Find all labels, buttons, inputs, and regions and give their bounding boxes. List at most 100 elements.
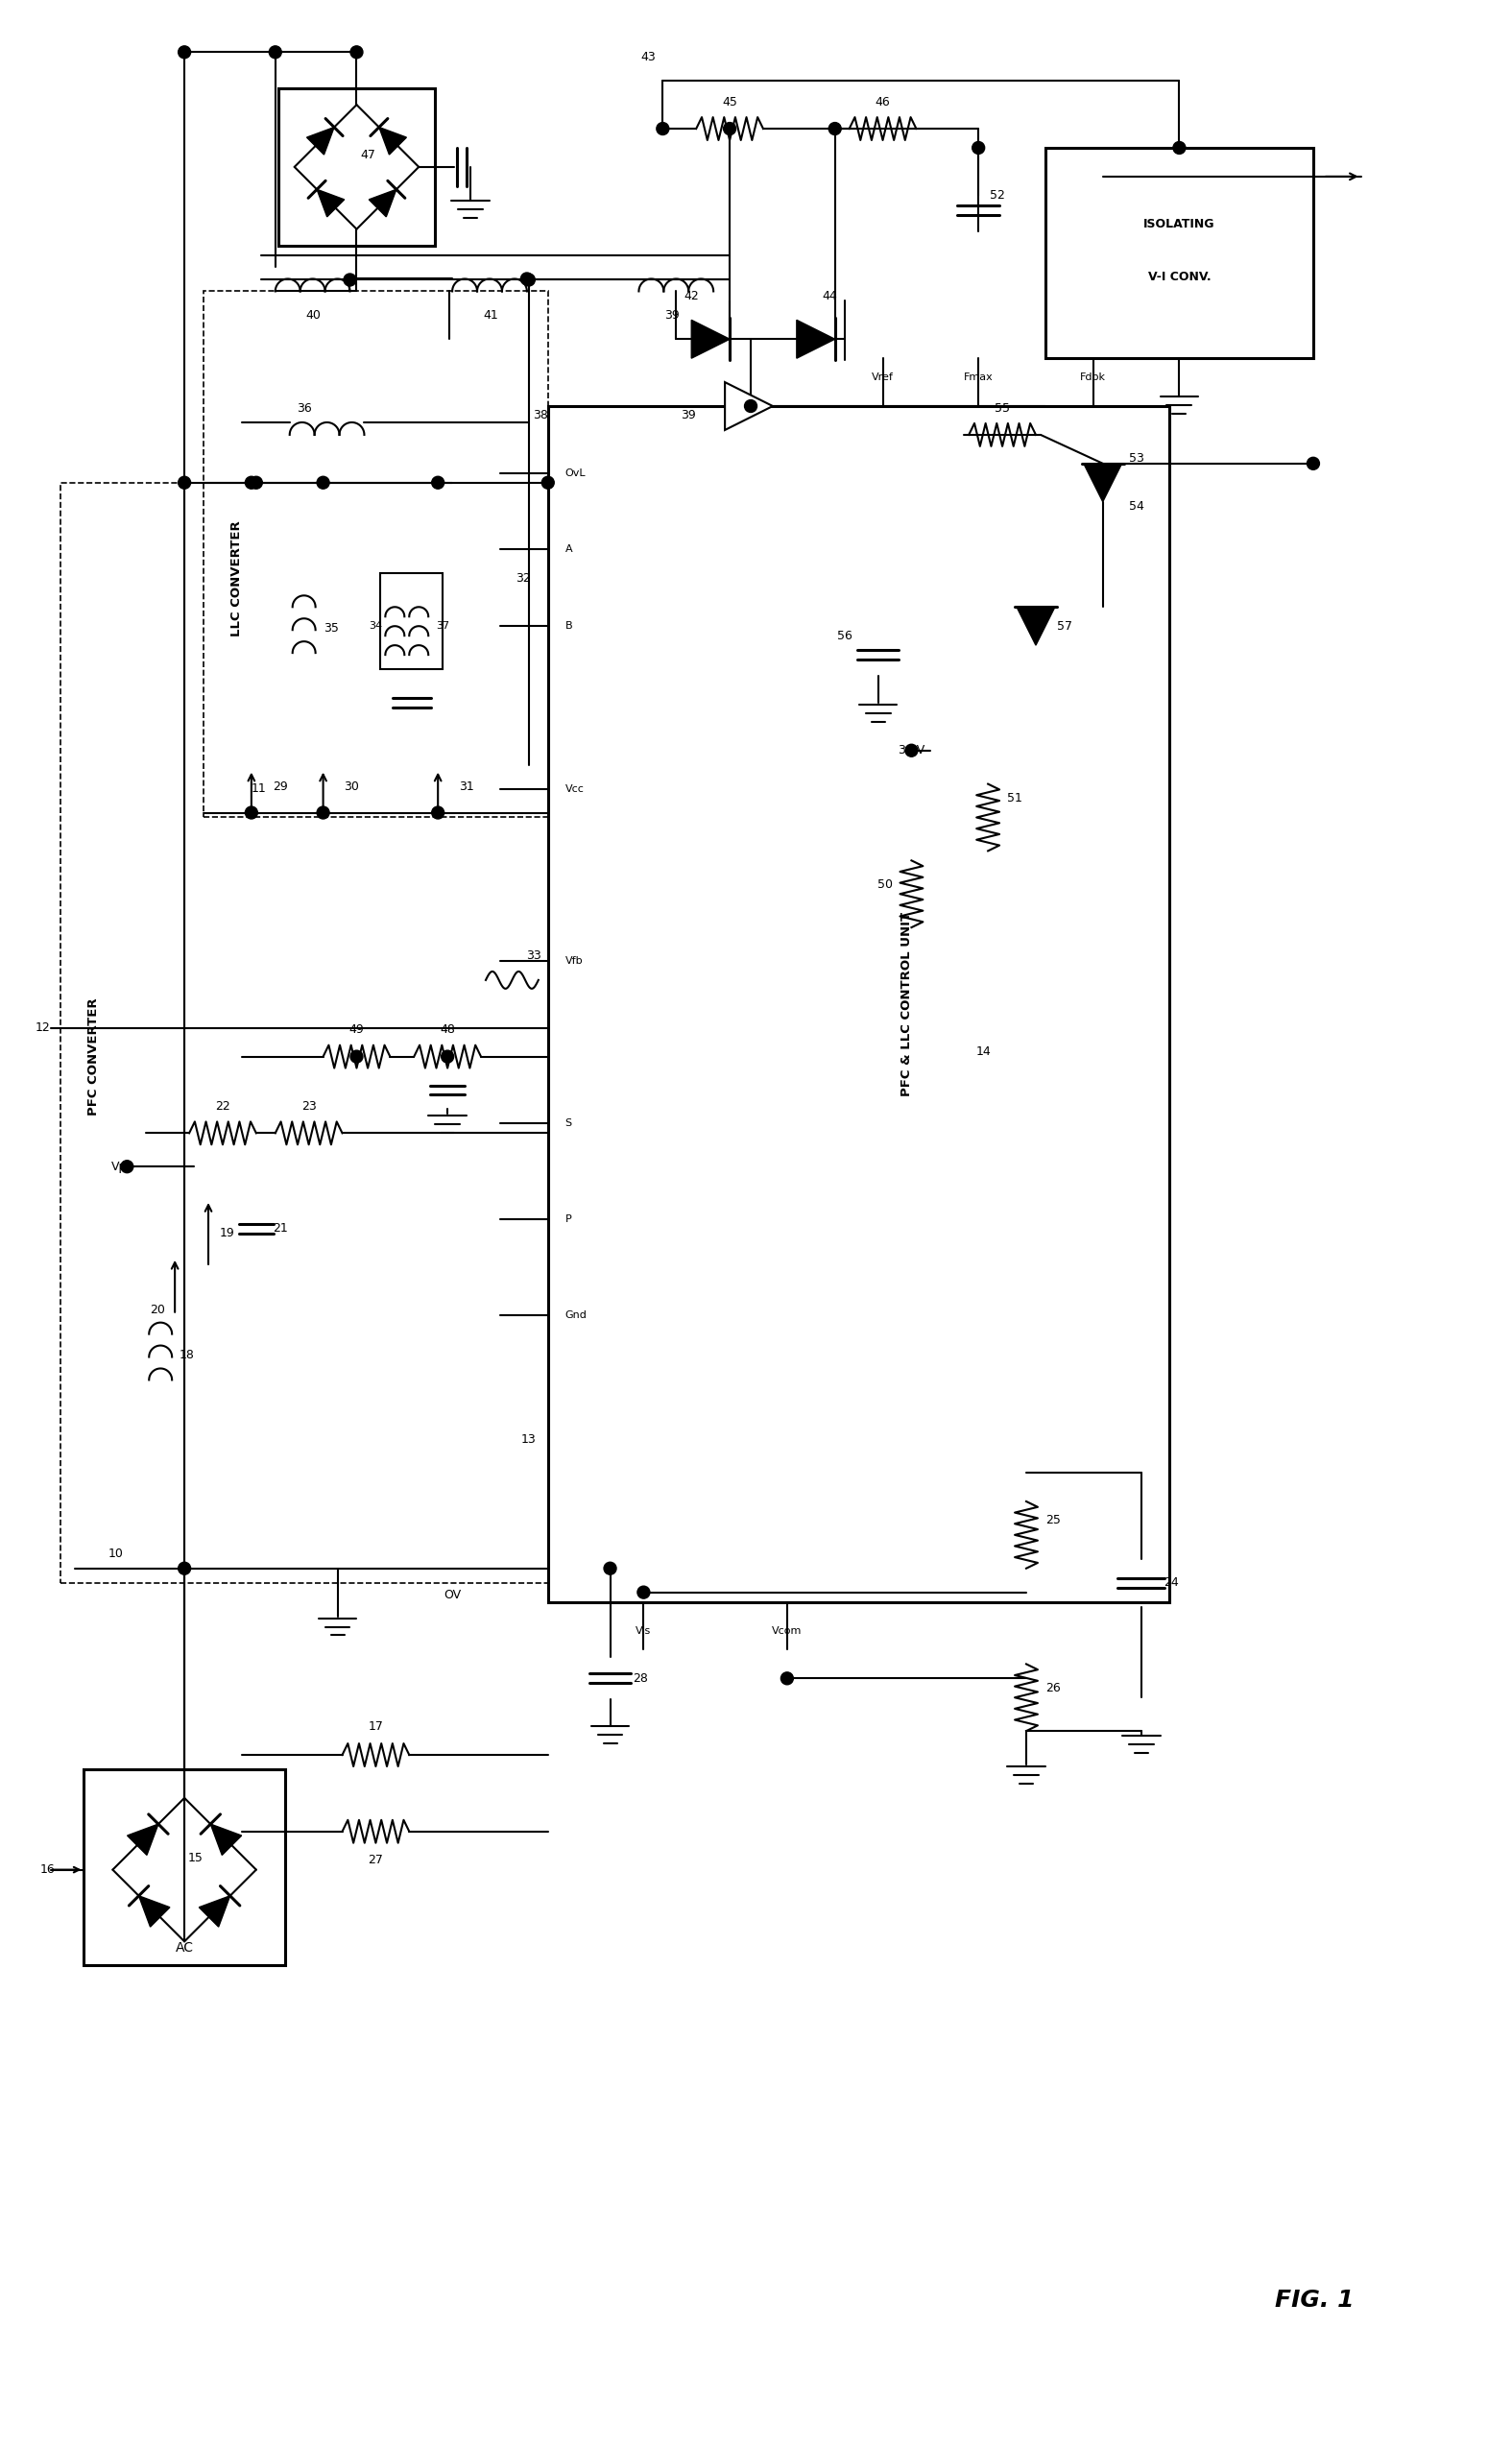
Text: 3.3V: 3.3V (898, 744, 925, 756)
Bar (60, 482, 547, 1584)
Circle shape (343, 274, 357, 286)
Text: 18: 18 (180, 1349, 195, 1361)
Circle shape (603, 1562, 617, 1574)
Text: 40: 40 (305, 308, 321, 321)
Text: 45: 45 (723, 95, 738, 108)
Bar (278, 88, 435, 245)
Text: 35: 35 (324, 622, 339, 634)
Polygon shape (1084, 463, 1122, 502)
Text: 14: 14 (975, 1045, 990, 1058)
Text: 48: 48 (440, 1023, 455, 1036)
Circle shape (1306, 458, 1320, 470)
Text: Vfb: Vfb (565, 957, 584, 965)
Text: 39: 39 (680, 409, 696, 421)
Bar (381, 573, 443, 668)
Text: A: A (565, 546, 573, 553)
Text: 36: 36 (296, 401, 311, 414)
Bar (547, 406, 1170, 1601)
Text: Vref: Vref (872, 372, 894, 382)
Text: 13: 13 (522, 1432, 537, 1444)
Circle shape (269, 47, 281, 59)
Text: 57: 57 (1057, 619, 1072, 632)
Circle shape (442, 1050, 454, 1062)
Text: 44: 44 (823, 289, 838, 301)
Text: Fmax: Fmax (963, 372, 993, 382)
Text: 15: 15 (189, 1853, 204, 1865)
Circle shape (351, 1050, 363, 1062)
Polygon shape (318, 188, 345, 218)
Circle shape (432, 805, 445, 820)
Text: 56: 56 (836, 629, 853, 641)
Text: 16: 16 (41, 1863, 56, 1875)
Circle shape (829, 122, 841, 135)
Text: 46: 46 (875, 95, 891, 108)
Circle shape (178, 47, 191, 59)
Polygon shape (691, 321, 730, 357)
Polygon shape (797, 321, 835, 357)
Text: 29: 29 (272, 781, 287, 793)
Text: OV: OV (443, 1589, 461, 1601)
Circle shape (780, 1672, 794, 1684)
Bar (85, 1770, 284, 1966)
Text: 47: 47 (360, 149, 375, 162)
Text: AC: AC (175, 1941, 194, 1956)
Text: P: P (565, 1214, 572, 1224)
Circle shape (245, 805, 257, 820)
Text: 38: 38 (532, 409, 547, 421)
Circle shape (318, 805, 330, 820)
Circle shape (318, 477, 330, 490)
Text: 55: 55 (995, 401, 1010, 414)
Text: 23: 23 (301, 1099, 316, 1111)
Text: PFC CONVERTER: PFC CONVERTER (88, 999, 100, 1116)
Polygon shape (369, 188, 396, 218)
Text: 53: 53 (1128, 453, 1145, 465)
Text: B: B (565, 622, 573, 632)
Circle shape (178, 477, 191, 490)
Text: 42: 42 (683, 289, 699, 301)
Circle shape (245, 477, 257, 490)
Circle shape (432, 477, 445, 490)
Bar (204, 291, 547, 818)
Circle shape (523, 274, 535, 286)
Text: 34: 34 (369, 622, 383, 632)
Text: FIG. 1: FIG. 1 (1275, 2289, 1355, 2311)
Polygon shape (307, 127, 334, 154)
Text: 28: 28 (634, 1672, 649, 1684)
Text: 17: 17 (367, 1721, 384, 1733)
Text: 12: 12 (35, 1021, 50, 1033)
Bar (1045, 147, 1314, 357)
Text: 30: 30 (345, 781, 360, 793)
Circle shape (744, 399, 758, 411)
Text: 54: 54 (1128, 499, 1145, 512)
Text: 19: 19 (219, 1226, 234, 1239)
Text: Vp: Vp (112, 1160, 127, 1173)
Text: S: S (565, 1119, 572, 1129)
Text: 22: 22 (215, 1099, 230, 1111)
Polygon shape (724, 382, 773, 431)
Text: V-I CONV.: V-I CONV. (1148, 272, 1211, 284)
Text: Fdbk: Fdbk (1080, 372, 1107, 382)
Text: Vcc: Vcc (565, 783, 584, 793)
Text: OvL: OvL (565, 468, 587, 477)
Text: 11: 11 (251, 783, 266, 796)
Polygon shape (1016, 607, 1055, 646)
Text: Vcom: Vcom (773, 1625, 803, 1635)
Text: Vis: Vis (637, 1625, 652, 1635)
Circle shape (1173, 142, 1185, 154)
Text: 31: 31 (460, 781, 475, 793)
Circle shape (351, 47, 363, 59)
Circle shape (249, 477, 263, 490)
Text: 24: 24 (1164, 1577, 1179, 1589)
Circle shape (520, 272, 534, 284)
Text: 37: 37 (435, 622, 449, 632)
Polygon shape (127, 1824, 159, 1856)
Text: 20: 20 (150, 1305, 165, 1317)
Circle shape (906, 744, 918, 756)
Text: 51: 51 (1007, 793, 1022, 805)
Text: Gnd: Gnd (565, 1310, 587, 1319)
Text: 33: 33 (526, 950, 541, 962)
Text: 50: 50 (877, 879, 892, 891)
Circle shape (638, 1586, 650, 1599)
Polygon shape (139, 1895, 169, 1927)
Polygon shape (380, 127, 407, 154)
